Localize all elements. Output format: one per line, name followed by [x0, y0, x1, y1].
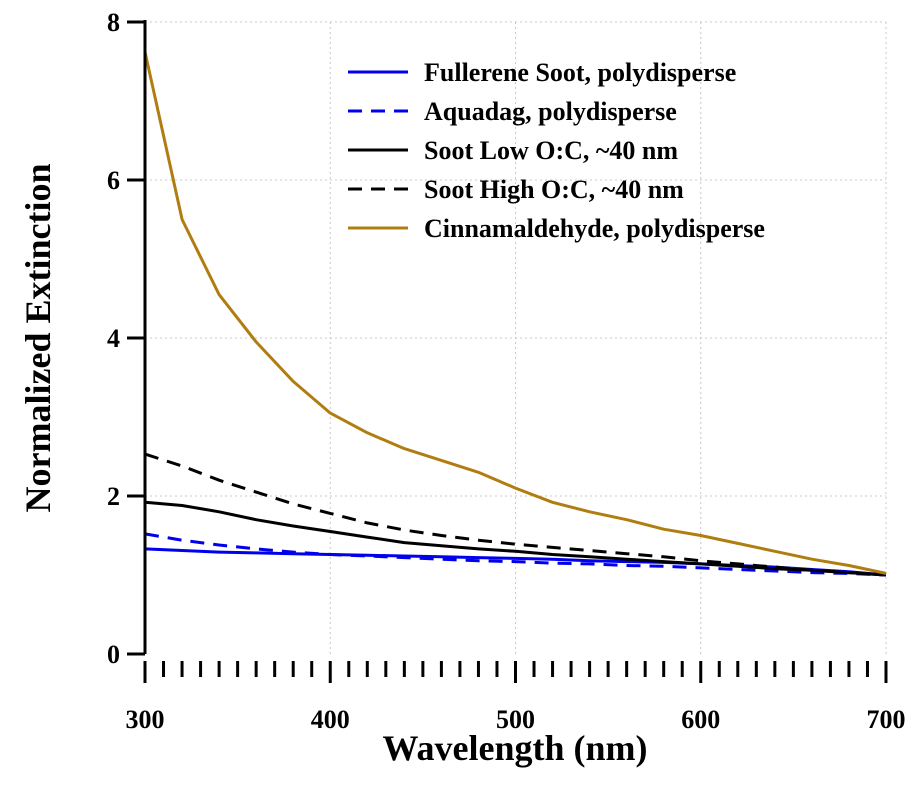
legend-label-5: Cinnamaldehyde, polydisperse — [424, 214, 765, 243]
y-axis-title: Normalized Extinction — [18, 164, 58, 513]
series-line-3 — [144, 500, 887, 577]
legend-label-2: Aquadag, polydisperse — [424, 97, 677, 126]
x-axis-title: Wavelength (nm) — [383, 728, 648, 768]
grid — [145, 21, 887, 654]
axes: 0 2 4 6 8 300 400 500 600 700 — [107, 8, 906, 734]
series-line-4 — [144, 452, 887, 577]
x-tick-label: 500 — [496, 705, 535, 734]
y-tick-label: 4 — [107, 324, 120, 353]
y-tick-label: 2 — [107, 482, 120, 511]
y-tick-label: 8 — [107, 8, 120, 37]
x-tick-label: 700 — [867, 705, 906, 734]
x-tick-label: 600 — [681, 705, 720, 734]
legend-label-1: Fullerene Soot, polydisperse — [424, 58, 736, 87]
legend-label-3: Soot Low O:C, ~40 nm — [424, 136, 678, 165]
y-tick-label: 0 — [107, 640, 120, 669]
x-tick-label: 400 — [311, 705, 350, 734]
legend-label-4: Soot High O:C, ~40 nm — [424, 175, 684, 204]
series-line-5 — [143, 51, 887, 575]
x-tick-label: 300 — [126, 705, 165, 734]
series-line-2 — [144, 532, 887, 577]
series-layer — [143, 51, 887, 577]
legend: Fullerene Soot, polydisperse Aquadag, pol… — [348, 58, 765, 243]
y-tick-label: 6 — [107, 166, 120, 195]
